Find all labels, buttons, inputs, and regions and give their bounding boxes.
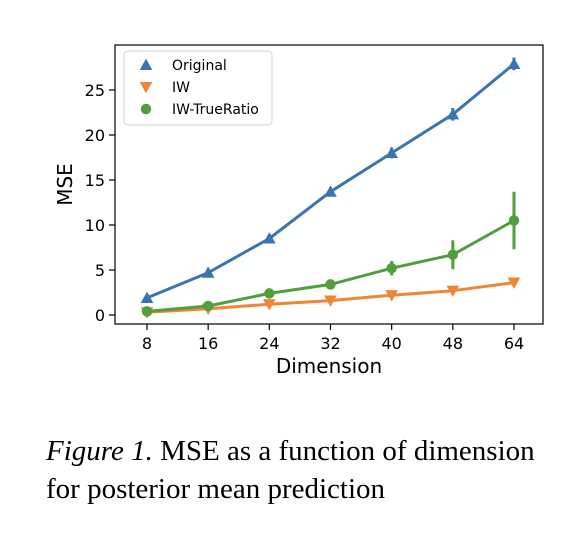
y-axis-title: MSE	[53, 163, 77, 206]
y-tick-label: 0	[95, 306, 105, 325]
x-tick-label: 16	[198, 334, 218, 353]
x-tick-label: 24	[259, 334, 279, 353]
data-point-original	[263, 232, 276, 244]
data-point-original	[507, 57, 521, 69]
data-point-iw-trueratio	[447, 249, 459, 260]
legend-label-original: Original	[172, 58, 227, 74]
legend-marker-iw-trueratio	[140, 103, 152, 115]
data-point-iw-trueratio	[325, 279, 336, 290]
data-point-iw	[507, 277, 521, 289]
data-point-iw-trueratio	[508, 215, 520, 226]
data-point-iw-trueratio	[386, 262, 397, 274]
x-tick-label: 32	[320, 334, 340, 353]
legend-box	[123, 50, 273, 126]
x-tick-label: 48	[443, 334, 463, 353]
data-point-iw	[446, 285, 460, 298]
data-point-original	[140, 291, 154, 303]
data-point-original	[324, 185, 337, 197]
legend-label-iw: IW	[172, 80, 190, 96]
axes-layer: 8 16 24 32 40 48 64 0 5 10 15 20 25 Dimension MSE	[53, 44, 544, 378]
legend-marker-iw	[139, 81, 153, 94]
data-point-iw-trueratio	[264, 288, 275, 299]
legend: Original IW IW-TrueRatio	[123, 50, 273, 126]
data-point-iw	[263, 299, 276, 311]
y-tick-label: 25	[85, 81, 105, 100]
data-point-iw	[324, 295, 337, 307]
legend-label-iw-trueratio: IW-TrueRatio	[172, 102, 259, 118]
figure-caption: Figure 1. MSE as a function of dimension…	[46, 432, 566, 508]
plot-frame	[114, 44, 544, 325]
series-iw-trueratio	[141, 191, 520, 317]
x-tick-label: 8	[142, 334, 152, 353]
data-point-iw-trueratio	[141, 306, 153, 317]
x-tick-label: 64	[504, 334, 524, 353]
data-point-original	[201, 266, 215, 278]
y-tick-label: 20	[85, 126, 105, 145]
series-layer	[140, 57, 521, 319]
legend-marker-original	[139, 58, 153, 71]
caption-text: MSE as a function of dimension for poste…	[46, 435, 535, 505]
x-tick-label: 40	[381, 334, 401, 353]
data-point-original	[385, 146, 398, 159]
data-point-iw	[385, 290, 398, 302]
y-tick-label: 15	[85, 171, 105, 190]
caption-label: Figure 1.	[46, 435, 153, 467]
y-tick-label: 10	[85, 216, 105, 235]
series-original	[140, 57, 521, 303]
data-point-iw-trueratio	[202, 300, 214, 312]
y-tick-label: 5	[95, 261, 105, 280]
x-axis-title: Dimension	[276, 354, 382, 378]
data-point-original	[446, 107, 460, 120]
